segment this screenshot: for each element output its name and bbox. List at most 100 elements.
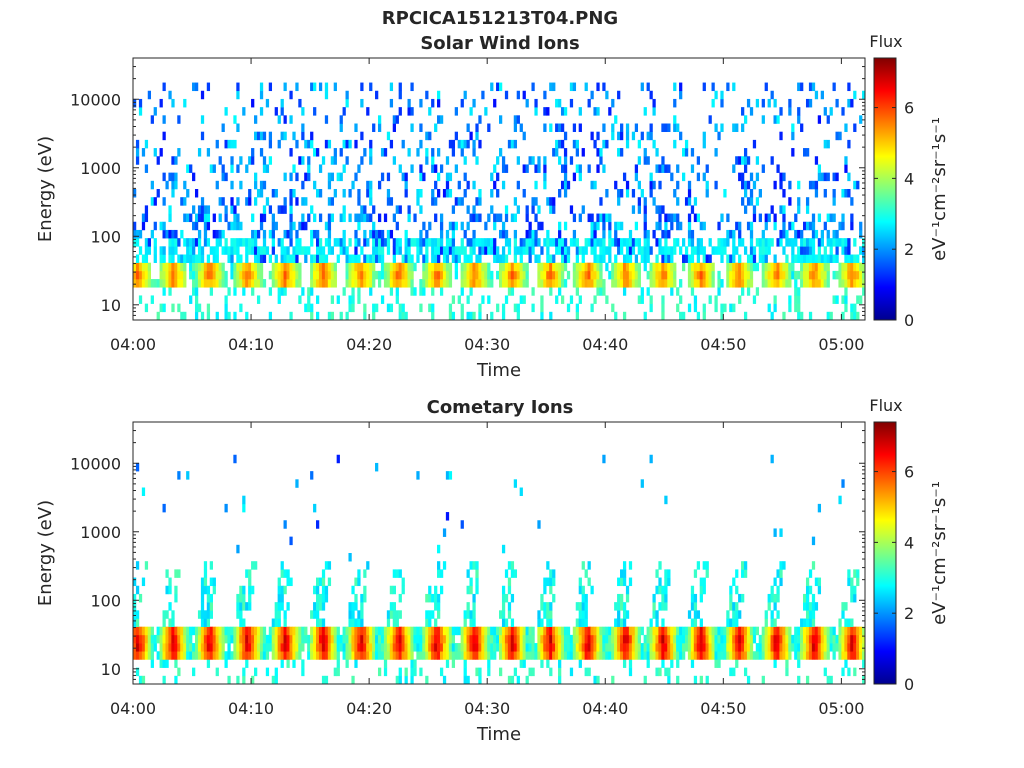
heatmap-cell [764, 626, 768, 636]
heatmap-cell [333, 643, 337, 652]
heatmap-cell [596, 651, 600, 660]
heatmap-cell [507, 577, 512, 587]
heatmap-cell [513, 270, 518, 280]
heatmap-cell [859, 229, 863, 239]
heatmap-cell [333, 238, 337, 247]
heatmap-cell [168, 618, 172, 627]
heatmap-cell [189, 246, 193, 255]
heatmap-cell [398, 246, 402, 255]
heatmap-cell [596, 675, 600, 685]
heatmap-cell [746, 221, 751, 231]
heatmap-cell [726, 279, 730, 288]
heatmap-cell [779, 626, 783, 636]
heatmap-cell [661, 626, 665, 636]
heatmap-cell [658, 561, 662, 570]
heatmap-cell [729, 270, 733, 280]
heatmap-cell [817, 164, 822, 173]
heatmap-cell [392, 213, 396, 223]
heatmap-cell [138, 626, 143, 636]
heatmap-cell [614, 618, 618, 627]
heatmap-cell [227, 221, 231, 231]
heatmap-cell [578, 262, 582, 272]
heatmap-cell [714, 634, 718, 644]
heatmap-cell [841, 238, 845, 247]
heatmap-cell [372, 311, 376, 321]
heatmap-cell [820, 238, 824, 247]
heatmap-cell [206, 270, 211, 280]
heatmap-cell [419, 139, 423, 149]
heatmap-cell [457, 197, 461, 206]
heatmap-cell [611, 303, 615, 313]
heatmap-cell [437, 634, 441, 644]
heatmap-cell [617, 618, 621, 627]
heatmap-cell [847, 254, 851, 263]
heatmap-cell [301, 643, 305, 652]
heatmap-cell [714, 246, 718, 255]
heatmap-cell [555, 270, 559, 280]
heatmap-cell [239, 254, 243, 263]
heatmap-cell [484, 262, 488, 272]
heatmap-cell [578, 610, 582, 619]
heatmap-cell [351, 254, 355, 263]
heatmap-cell [507, 139, 512, 149]
heatmap-cell [209, 561, 213, 570]
heatmap-cell [377, 634, 382, 644]
heatmap-cell [283, 618, 287, 627]
heatmap-cell [602, 454, 606, 464]
heatmap-cell [540, 246, 544, 255]
heatmap-cell [493, 98, 497, 108]
heatmap-cell [805, 279, 810, 288]
heatmap-cell [141, 270, 146, 280]
heatmap-cell [738, 593, 742, 603]
heatmap-cell [620, 618, 624, 627]
heatmap-cell [407, 205, 411, 214]
heatmap-cell [708, 634, 712, 644]
heatmap-cell [425, 626, 429, 636]
x-ticks: 04:00 04:10 04:20 04:30 04:40 04:50 05:00 [110, 422, 864, 718]
heatmap-cell [749, 262, 754, 272]
heatmap-cell [552, 270, 556, 280]
heatmap-cell [575, 270, 579, 280]
heatmap-cell [416, 148, 420, 157]
heatmap-cell [466, 634, 470, 644]
heatmap-cell [513, 667, 518, 677]
heatmap-cell [215, 643, 219, 652]
heatmap-cell [741, 279, 745, 288]
heatmap-cell [395, 270, 399, 280]
heatmap-cell [174, 626, 178, 636]
heatmap-cell [295, 246, 299, 255]
heatmap-cell [439, 643, 444, 652]
heatmap-cell [324, 585, 329, 595]
heatmap-cell [206, 213, 211, 223]
heatmap-cell [617, 238, 621, 247]
heatmap-cell [224, 246, 228, 255]
heatmap-cell [552, 279, 556, 288]
heatmap-cell [844, 279, 848, 288]
heatmap-cell [262, 246, 267, 255]
heatmap-cell [655, 270, 659, 280]
heatmap-cell [475, 561, 479, 570]
heatmap-cell [295, 139, 299, 149]
heatmap-cell [321, 279, 326, 288]
heatmap-cell [206, 618, 211, 627]
heatmap-cell [380, 246, 385, 255]
heatmap-cell [194, 189, 199, 198]
heatmap-cell [410, 651, 414, 660]
heatmap-cell [150, 295, 154, 304]
heatmap-cell [782, 221, 786, 231]
heatmap-cell [770, 593, 774, 603]
heatmap-cell [141, 651, 146, 660]
heatmap-cell [625, 238, 630, 247]
heatmap-cell [339, 115, 343, 124]
heatmap-cell [271, 643, 275, 652]
heatmap-cell [575, 279, 579, 288]
heatmap-cell [183, 311, 187, 321]
heatmap-cell [646, 643, 650, 652]
heatmap-cell [708, 279, 712, 288]
heatmap-cell [797, 295, 801, 304]
heatmap-cell [805, 651, 810, 660]
heatmap-cell [212, 164, 216, 173]
heatmap-cell [493, 180, 497, 190]
heatmap-cell [280, 634, 284, 644]
heatmap-cell [555, 123, 559, 132]
